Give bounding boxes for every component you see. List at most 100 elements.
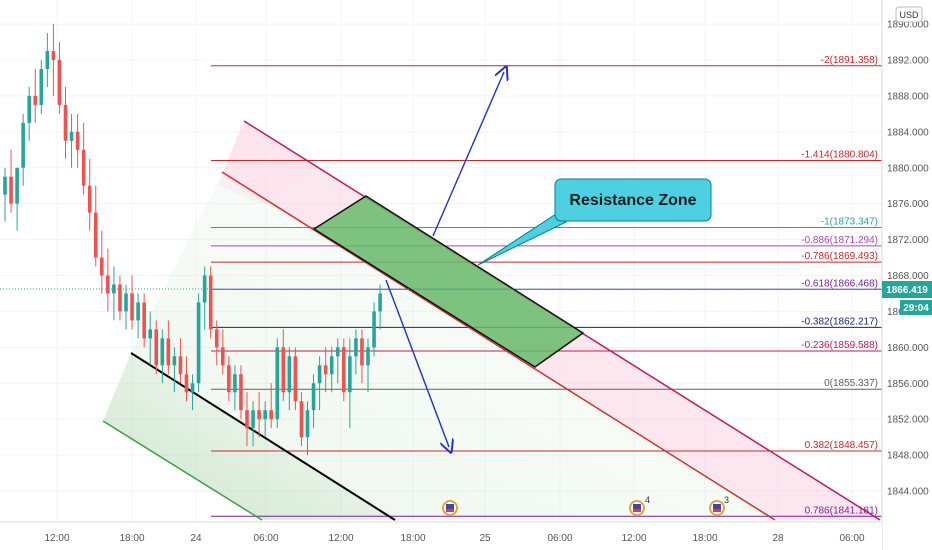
currency-badge[interactable]: USD	[895, 6, 923, 23]
time-tick-label: 18:00	[400, 533, 425, 544]
candle	[160, 329, 165, 384]
price-tick-label: 1880.000	[887, 163, 929, 174]
time-tick-label: 28	[772, 533, 784, 544]
candle-body	[208, 275, 213, 330]
time-axis[interactable]: 12:00 18:00 24 06:00 12:00 18:00 25 06:00 12:00 1…	[0, 521, 882, 550]
candle	[166, 320, 171, 375]
channel-line-green	[102, 420, 263, 521]
fib-level-label: -0.618(1866.468)	[801, 278, 878, 289]
candle	[323, 347, 328, 393]
candle-body	[281, 347, 286, 393]
candle-body	[287, 356, 292, 393]
fib-level-label: 0.786(1841.181)	[805, 505, 878, 516]
price-tick-label: 1872.000	[887, 235, 929, 246]
candle	[342, 338, 346, 402]
candle-body	[69, 131, 74, 141]
candle-body	[27, 95, 31, 123]
candle	[354, 329, 358, 375]
candle-body	[112, 284, 116, 294]
candle-body	[323, 365, 328, 375]
candle-body	[136, 302, 140, 321]
candle	[245, 392, 249, 447]
fib-level-label: 0(1855.337)	[824, 378, 878, 389]
time-tick-label: 06:00	[253, 533, 278, 544]
time-axis-ticks: 12:00 18:00 24 06:00 12:00 18:00 25 06:00 12:00 1…	[44, 533, 864, 544]
price-axis[interactable]: 1890.000 1892.000 1888.000 1884.000 1880.000…	[881, 0, 932, 550]
candle	[305, 401, 310, 456]
candle	[118, 275, 122, 321]
candle	[69, 113, 74, 168]
candle	[263, 401, 267, 438]
candle	[148, 311, 152, 366]
candle	[124, 284, 128, 330]
callout-text: Resistance Zone	[569, 192, 696, 209]
price-tick-label: 1844.000	[887, 487, 929, 498]
price-tick-label: 1848.000	[887, 451, 929, 462]
candle-body	[154, 329, 159, 366]
candle-body	[275, 347, 280, 420]
candles	[3, 24, 382, 456]
candle-body	[100, 257, 104, 276]
price-tick-label: 1868.000	[887, 271, 929, 282]
candle-body	[184, 374, 189, 393]
candle-body	[57, 60, 62, 105]
candle-body	[9, 176, 13, 204]
time-tick-label: 18:00	[119, 533, 144, 544]
candle-body	[329, 356, 334, 375]
candle	[27, 86, 31, 141]
candle	[130, 275, 134, 330]
candle	[100, 230, 104, 294]
current-price-value: 1866.419	[886, 285, 928, 296]
candle	[366, 338, 370, 393]
event-marker-flag-icon[interactable]	[442, 500, 458, 516]
time-tick-label: 06:00	[839, 533, 864, 544]
event-marker-flag-icon[interactable]: 4	[629, 495, 650, 516]
candle	[281, 329, 286, 402]
candle	[208, 266, 213, 339]
candle-body	[317, 365, 322, 384]
candle	[184, 356, 189, 402]
candle	[317, 356, 322, 411]
candle-body	[81, 149, 86, 186]
candle-body	[269, 410, 273, 420]
candle	[154, 320, 159, 375]
candle	[93, 185, 98, 267]
candle	[239, 365, 243, 420]
candle-body	[142, 302, 146, 339]
price-tick-label: 1860.000	[887, 343, 929, 354]
event-marker-count: 4	[645, 495, 650, 505]
fib-level-label: -0.886(1871.294)	[801, 235, 878, 246]
candle-body	[245, 410, 249, 429]
fib-level-label: -0.382(1862.217)	[801, 316, 878, 327]
candle-body	[87, 185, 92, 213]
candle	[81, 122, 86, 195]
candle	[299, 392, 304, 447]
time-tick-label: 25	[479, 533, 491, 544]
candle	[51, 24, 56, 96]
candle-body	[239, 374, 243, 411]
candle	[21, 113, 25, 186]
channel-lines	[102, 120, 881, 521]
event-marker-flag-icon[interactable]: 3	[709, 495, 729, 516]
candle-body	[93, 212, 98, 258]
candle-body	[366, 347, 370, 366]
candle-body	[227, 365, 231, 393]
candle	[378, 284, 382, 330]
candle-body	[372, 311, 376, 348]
candle-body	[160, 338, 165, 366]
arrow-up	[432, 72, 504, 237]
candle-body	[335, 347, 340, 357]
candle-body	[251, 410, 255, 429]
candle-body	[196, 302, 201, 384]
event-marker-count: 3	[724, 495, 729, 505]
candle	[257, 392, 261, 438]
candle	[15, 167, 19, 231]
time-tick-label: 12:00	[328, 533, 353, 544]
candle-body	[33, 95, 38, 105]
candle	[233, 365, 237, 411]
candle	[87, 158, 92, 231]
candle-body	[3, 176, 7, 195]
candle-body	[311, 383, 316, 411]
